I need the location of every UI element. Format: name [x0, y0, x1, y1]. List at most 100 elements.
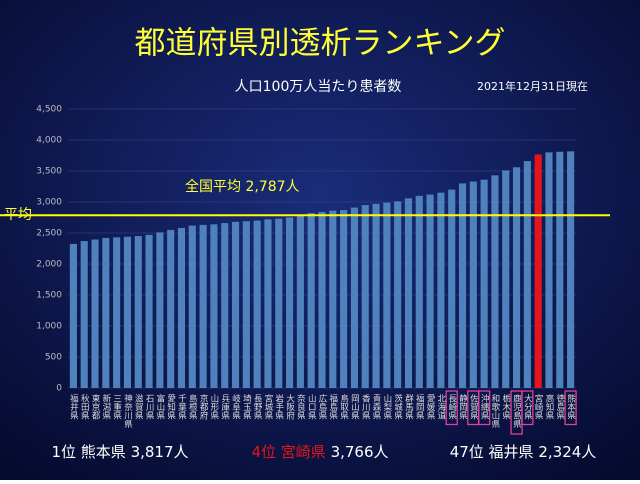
bar — [437, 192, 445, 388]
x-tick-label: 長野県 — [252, 394, 262, 420]
bar — [113, 237, 121, 388]
bar — [361, 205, 369, 388]
x-tick-label: 高知県 — [544, 393, 554, 420]
x-tick-label: 富山県 — [155, 393, 165, 420]
y-tick-label: 3,000 — [36, 198, 62, 208]
x-tick-label: 福島県 — [328, 393, 338, 420]
category-highlight — [564, 390, 577, 426]
x-tick-label: 茨城県 — [393, 393, 403, 420]
bar — [394, 201, 402, 388]
x-tick-label: 京都府 — [198, 393, 208, 420]
bar — [69, 243, 77, 388]
bar — [318, 211, 326, 388]
x-tick-label: 山梨県 — [382, 393, 392, 420]
category-highlight — [445, 390, 458, 426]
x-tick-label: 神奈川県 — [122, 393, 132, 429]
x-tick-label: 山形県 — [209, 393, 219, 420]
bar — [383, 202, 391, 388]
bar — [264, 219, 272, 388]
bar — [286, 217, 294, 388]
x-tick-label: 広島県 — [317, 393, 327, 420]
x-tick-label: 長崎県 — [447, 394, 457, 420]
x-tick-label: 愛知県 — [166, 393, 176, 420]
y-tick-label: 0 — [56, 384, 62, 394]
x-tick-label: 鹿児島県 — [512, 393, 522, 429]
x-tick-label: 岐阜県 — [231, 393, 241, 420]
average-label: 全国平均 2,787人 — [185, 178, 300, 195]
y-tick-label: 2,000 — [36, 260, 62, 270]
x-tick-label: 埼玉県 — [241, 393, 251, 420]
date-note: 2021年12月31日現在 — [477, 79, 588, 93]
x-tick-label: 新潟県 — [101, 393, 111, 420]
x-tick-label: 岩手県 — [274, 393, 284, 420]
bar — [350, 207, 358, 388]
x-tick-label: 群馬県 — [403, 393, 413, 420]
x-tick-label: 青森県 — [371, 393, 381, 420]
y-tick-label: 4,000 — [36, 136, 62, 146]
x-tick-label: 北海道 — [436, 394, 446, 420]
x-tick-label: 大分県 — [522, 393, 532, 420]
subtitle: 人口100万人当たり患者数 — [235, 79, 402, 95]
bar — [469, 181, 477, 388]
x-tick-label: 沖縄県 — [479, 393, 489, 420]
bar — [329, 210, 337, 388]
x-tick-label: 福岡県 — [414, 393, 424, 420]
chart-title: 都道府県別透析ランキング — [134, 26, 505, 62]
x-tick-label: 山口県 — [306, 393, 316, 420]
x-tick-label: 石川県 — [144, 394, 154, 420]
x-tick-label: 三重県 — [112, 394, 122, 420]
bar — [415, 195, 423, 388]
y-tick-label: 3,500 — [36, 167, 62, 177]
bar — [177, 228, 186, 388]
x-tick-label: 福井県 — [68, 393, 78, 420]
bar — [231, 221, 240, 388]
bar — [556, 151, 564, 388]
category-highlight — [521, 390, 534, 426]
bar — [567, 151, 575, 388]
bar — [307, 213, 315, 388]
footer-rank: 4位 宮崎県 — [251, 443, 325, 461]
x-tick-label: 愛媛県 — [425, 393, 435, 420]
y-tick-label: 500 — [45, 353, 62, 363]
bar — [91, 239, 99, 388]
category-highlight — [477, 390, 491, 426]
bar — [340, 210, 348, 388]
x-tick-label: 千葉県 — [176, 393, 186, 420]
x-tick-label: 栃木県 — [501, 393, 511, 420]
bar — [491, 175, 499, 388]
bar — [534, 154, 542, 388]
bar — [123, 236, 132, 388]
x-tick-label: 香川県 — [360, 393, 370, 420]
x-tick-label: 東京都 — [90, 393, 100, 420]
x-tick-label: 島根県 — [187, 393, 197, 420]
x-tick-label: 兵庫県 — [220, 393, 230, 420]
y-tick-label: 4,500 — [36, 105, 62, 115]
footer-item: 1位 熊本県 3,817人 — [51, 443, 188, 461]
x-tick-label: 静岡県 — [458, 393, 468, 420]
bar — [199, 224, 207, 388]
bar — [134, 236, 142, 388]
y-tick-label: 2,500 — [36, 229, 62, 239]
x-tick-label: 秋田県 — [79, 393, 89, 420]
bar — [275, 218, 283, 388]
bar — [102, 237, 110, 388]
bar — [145, 234, 153, 388]
x-tick-label: 和歌山県 — [490, 394, 500, 429]
bar — [80, 241, 88, 388]
x-tick-label: 宮崎県 — [533, 393, 543, 420]
bar — [512, 167, 521, 388]
footer-value: 2,324人 — [538, 443, 596, 461]
x-tick-label: 大阪府 — [285, 393, 295, 420]
bar — [188, 225, 196, 388]
bar — [523, 161, 531, 388]
bar — [404, 198, 413, 388]
x-tick-label: 滋賀県 — [133, 393, 143, 420]
bar — [242, 221, 250, 388]
x-tick-label: 岡山県 — [349, 394, 359, 420]
y-tick-label: 1,000 — [36, 322, 62, 332]
bar — [167, 229, 175, 388]
footer-rank: 47位 福井県 — [450, 443, 534, 461]
bar — [448, 189, 456, 388]
x-tick-label: 熊本県 — [566, 393, 576, 420]
